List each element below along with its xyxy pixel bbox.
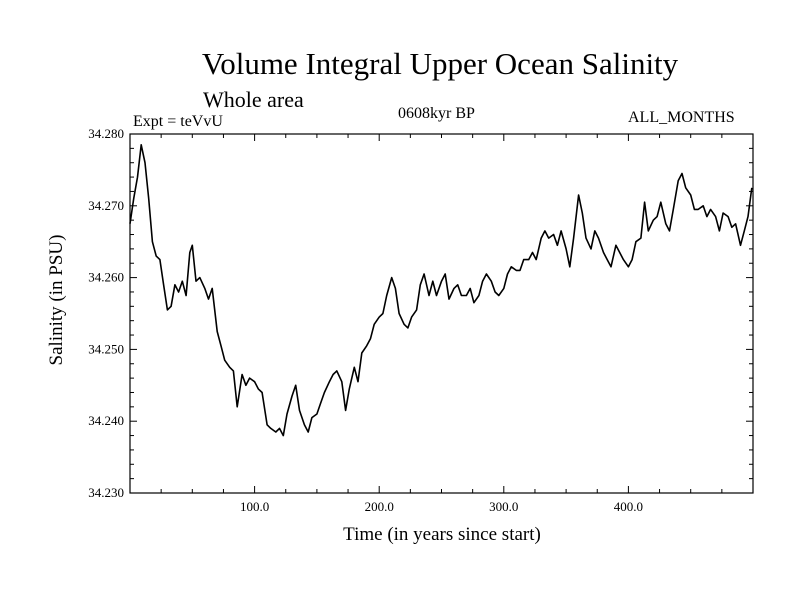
y-tick-label: 34.250 — [88, 341, 124, 356]
period-label: 0608kyr BP — [398, 105, 475, 122]
axis-ticks — [130, 134, 753, 493]
x-tick-label: 300.0 — [489, 499, 518, 514]
y-tick-label: 34.240 — [88, 413, 124, 428]
x-tick-label: 100.0 — [240, 499, 269, 514]
x-tick-label: 400.0 — [614, 499, 643, 514]
experiment-label: Expt = teVvU — [133, 113, 223, 130]
x-tick-label: 200.0 — [365, 499, 394, 514]
axis-tick-labels: 100.0 200.0 300.0 400.0 34.230 34.240 34.250 34… — [88, 126, 643, 514]
x-axis-title: Time (in years since start) — [343, 524, 541, 545]
y-tick-label: 34.280 — [88, 126, 124, 141]
chart-subtitle: Whole area — [203, 87, 304, 112]
salinity-series-line — [129, 144, 753, 437]
months-label: ALL_MONTHS — [628, 109, 735, 126]
y-tick-label: 34.230 — [88, 485, 124, 500]
y-tick-label: 34.260 — [88, 270, 124, 285]
chart-title: Volume Integral Upper Ocean Salinity — [201, 46, 679, 81]
y-tick-label: 34.270 — [88, 198, 124, 213]
plot-frame — [129, 133, 754, 494]
